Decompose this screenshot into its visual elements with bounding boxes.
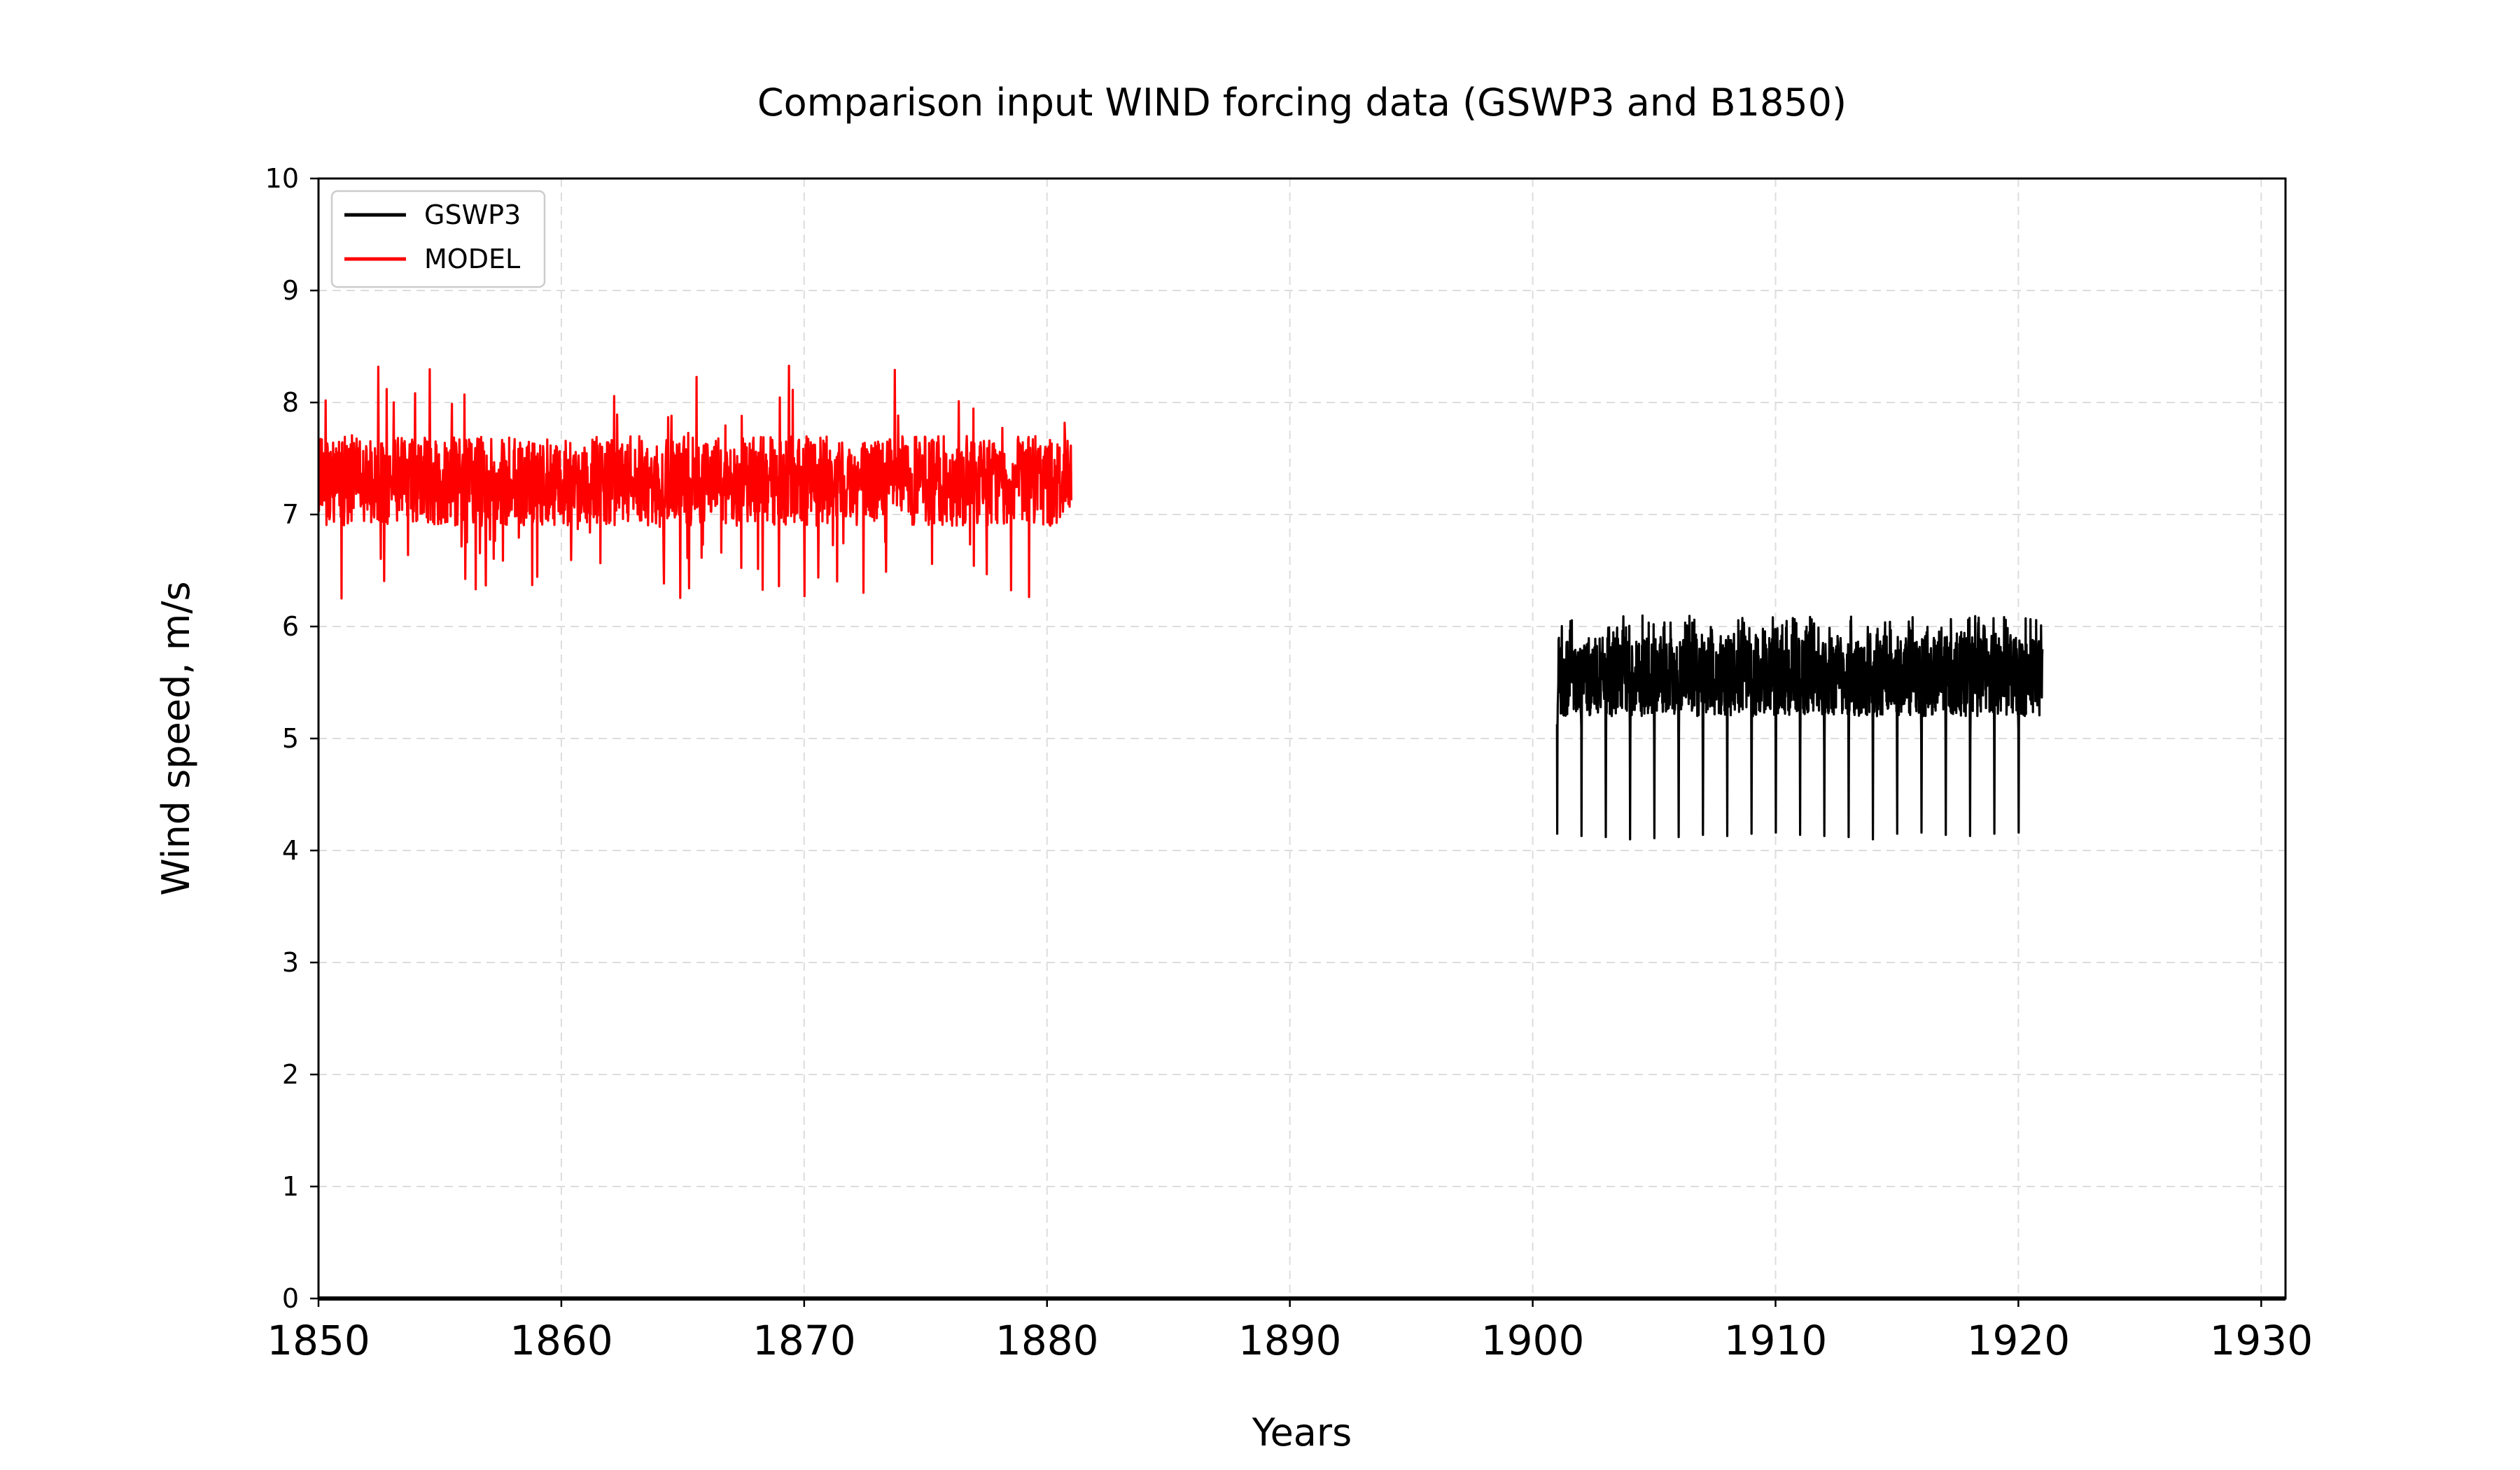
y-axis-label: Wind speed, m/s bbox=[154, 581, 198, 895]
y-tick-label: 4 bbox=[282, 835, 299, 866]
x-tick-label: 1880 bbox=[995, 1317, 1099, 1364]
x-tick-label: 1900 bbox=[1481, 1317, 1585, 1364]
legend: GSWP3 MODEL bbox=[330, 190, 546, 288]
legend-label-model: MODEL bbox=[424, 244, 520, 274]
y-tick-label: 10 bbox=[265, 163, 299, 194]
x-tick-label: 1890 bbox=[1238, 1317, 1342, 1364]
y-tick-label: 0 bbox=[282, 1283, 299, 1314]
y-tick-label: 1 bbox=[282, 1171, 299, 1202]
y-tick-label: 9 bbox=[282, 275, 299, 306]
y-tick-label: 7 bbox=[282, 499, 299, 530]
y-axis: 0 1 2 3 4 5 6 7 8 9 10 bbox=[265, 163, 318, 1314]
y-tick-label: 3 bbox=[282, 947, 299, 978]
x-tick-label: 1920 bbox=[1967, 1317, 2071, 1364]
y-tick-label: 5 bbox=[282, 723, 299, 754]
x-tick-label: 1930 bbox=[2210, 1317, 2314, 1364]
x-tick-label: 1860 bbox=[510, 1317, 613, 1364]
y-tick-label: 8 bbox=[282, 387, 299, 418]
x-tick-label: 1850 bbox=[267, 1317, 370, 1364]
series-model-line bbox=[317, 365, 1072, 600]
legend-label-gswp3: GSWP3 bbox=[424, 200, 521, 230]
x-tick-label: 1870 bbox=[752, 1317, 856, 1364]
series-layer bbox=[317, 365, 2286, 1301]
x-axis: 1850 1860 1870 1880 1890 1900 1910 1920 1930 bbox=[267, 1298, 2313, 1364]
x-tick-label: 1910 bbox=[1724, 1317, 1828, 1364]
y-tick-label: 6 bbox=[282, 611, 299, 642]
grid bbox=[318, 178, 2286, 1298]
series-gswp3-line bbox=[1555, 614, 2044, 841]
y-tick-label: 2 bbox=[282, 1059, 299, 1090]
x-axis-label: Years bbox=[1252, 1410, 1352, 1455]
chart-title: Comparison input WIND forcing data (GSWP… bbox=[757, 80, 1847, 125]
